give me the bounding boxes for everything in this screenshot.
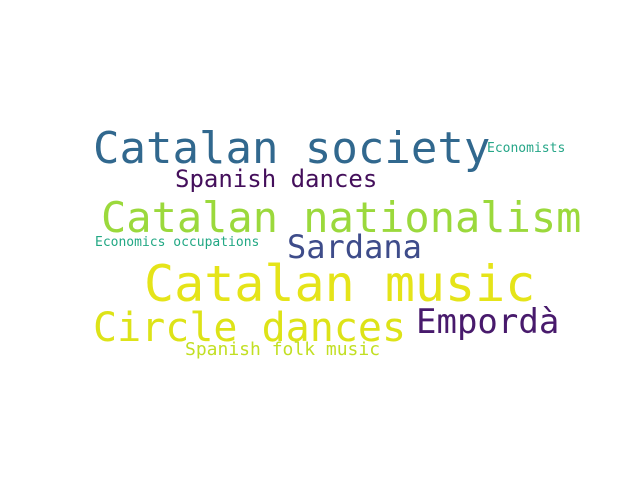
word-spanish-folk-music: Spanish folk music [185, 339, 381, 360]
word-circle-dances: Circle dances [93, 305, 407, 351]
word-economics-occupations: Economics occupations [95, 235, 260, 250]
word-catalan-music: Catalan music [144, 255, 536, 313]
word-emporda: Empordà [416, 302, 560, 342]
word-economists: Economists [487, 141, 566, 156]
word-sardana: Sardana [287, 228, 422, 266]
word-spanish-dances: Spanish dances [175, 165, 378, 193]
word-catalan-nationalism: Catalan nationalism [101, 193, 582, 242]
word-catalan-society: Catalan society [93, 123, 491, 174]
